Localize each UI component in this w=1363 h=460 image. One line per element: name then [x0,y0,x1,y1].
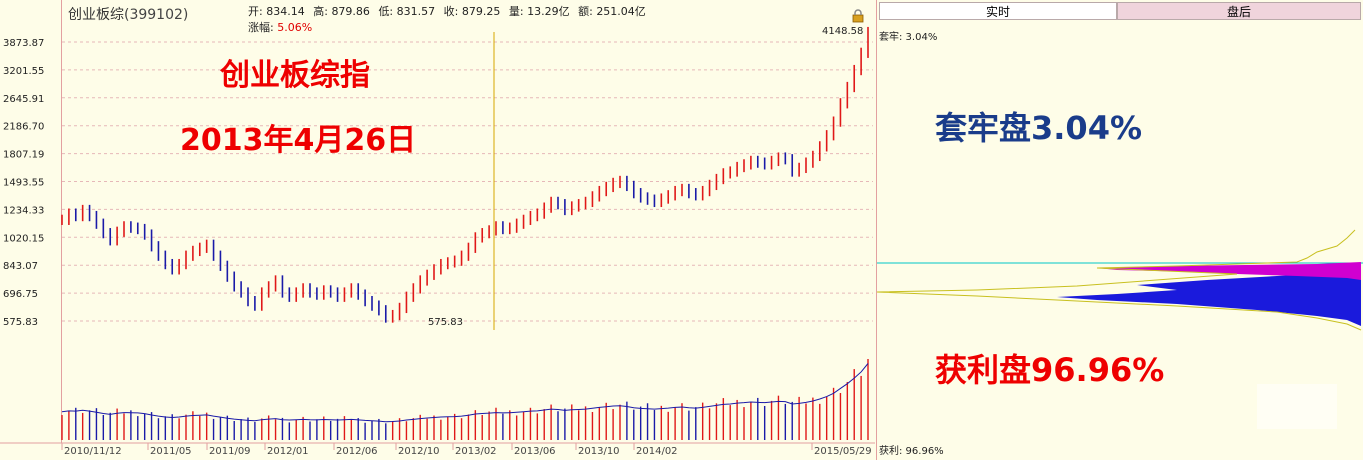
overlay-date: 2013年4月26日 [180,123,417,158]
high-label: 高: [313,5,328,18]
y-tick-labels: 3873.87 3201.55 2645.91 2186.70 1807.19 1493.… [3,38,44,328]
y-tick-label: 575.83 [3,317,38,328]
x-tick-label: 2015/05/29 [814,446,872,457]
change-label: 涨幅: [248,21,274,34]
x-tick-label: 2011/05 [150,446,192,457]
y-tick-label: 843.07 [3,261,38,272]
y-tick-label: 3873.87 [3,38,44,49]
index-name: 创业板综 [68,7,124,23]
y-tick-label: 1020.15 [3,233,44,244]
lock-icon[interactable] [851,9,865,23]
x-tick-label: 2011/09 [209,446,251,457]
profit-label: 获利: 96.96% [879,446,944,457]
close-label: 收: [443,5,459,18]
open-value: 834.14 [266,5,305,18]
change-value: 5.06% [277,21,313,34]
y-tick-label: 2186.70 [3,122,44,133]
volume-value: 13.29亿 [527,5,570,18]
amount-value: 251.04亿 [596,5,646,18]
x-tick-label: 2013/02 [455,446,497,457]
low-label: 低: [378,5,394,18]
close-value: 879.25 [461,5,501,18]
tab-realtime[interactable]: 实时 [879,2,1117,20]
low-value: 831.57 [396,5,436,18]
price-bars [61,26,869,330]
price-chart-svg: 3873.87 3201.55 2645.91 2186.70 1807.19 1493.… [0,26,875,457]
grid-lines [0,41,875,450]
chip-distribution-panel: 实时 盘后 套牢: 3.04% 套牢盘3.04% 获利盘96.96% 获利: 9… [876,0,1363,460]
profit-ratio-large: 获利盘96.96% [935,351,1165,389]
y-tick-label: 1807.19 [3,150,44,161]
price-annotations: 4148.58 575.83 [428,26,863,328]
x-tick-label: 2010/11/12 [64,446,122,457]
volume-label: 量: [508,5,524,18]
open-label: 开: [248,5,263,18]
watermark-box [1257,384,1337,429]
change-readout: 涨幅: 5.06% [248,19,312,35]
amount-label: 额: [578,5,593,18]
x-tick-label: 2012/10 [398,446,440,457]
chip-profit-blue [1057,270,1361,326]
volume-ma-line [61,363,869,423]
index-code: (399102) [124,7,189,23]
max-price-label: 4148.58 [822,26,863,37]
chip-distribution-svg [877,229,1363,429]
x-tick-label: 2013/10 [578,446,620,457]
volume-bars [61,359,869,440]
x-tick-labels: 2010/11/12 2011/05 2011/09 2012/01 2012/06 20… [64,446,872,457]
x-tick-label: 2014/02 [636,446,678,457]
y-tick-label: 1234.33 [3,205,44,216]
y-tick-label: 2645.91 [3,94,44,105]
y-tick-label: 696.75 [3,289,38,300]
index-title: 创业板综(399102) [68,4,188,24]
overlay-title: 创业板综指 [220,58,370,93]
tab-after-hours[interactable]: 盘后 [1117,2,1361,20]
y-tick-label: 3201.55 [3,66,44,77]
trapped-ratio-large: 套牢盘3.04% [935,109,1143,147]
min-price-label: 575.83 [428,317,463,328]
ohlc-readout: 开: 834.14 高: 879.86 低: 831.57 收: 879.25 … [248,3,651,19]
x-tick-label: 2013/06 [514,446,556,457]
x-tick-label: 2012/01 [267,446,309,457]
high-value: 879.86 [331,5,370,18]
chip-yellow-outline [877,229,1362,331]
kline-chart-area[interactable]: 3873.87 3201.55 2645.91 2186.70 1807.19 1493.… [0,0,875,460]
trapped-label: 套牢: 3.04% [879,32,938,43]
x-tick-label: 2012/06 [336,446,378,457]
y-tick-label: 1493.55 [3,177,44,188]
